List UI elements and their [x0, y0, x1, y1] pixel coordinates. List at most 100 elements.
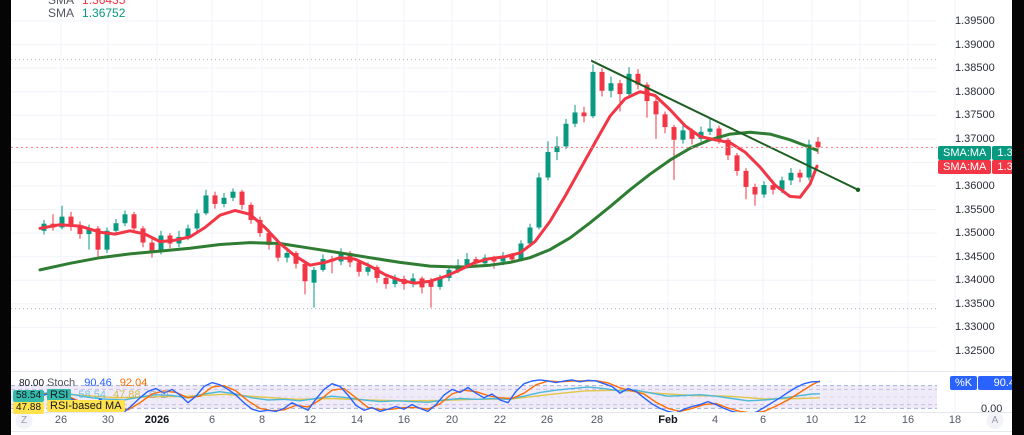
candle[interactable]: [230, 191, 236, 198]
candle[interactable]: [356, 262, 362, 272]
candle[interactable]: [527, 227, 533, 244]
candle[interactable]: [464, 259, 470, 266]
indicator-scale-rsi-ma[interactable]: 47.88: [13, 402, 45, 414]
indicator-pane[interactable]: [11, 379, 937, 414]
candle[interactable]: [86, 228, 92, 235]
candle[interactable]: [140, 228, 146, 243]
stoch-legend-row[interactable]: Stoch 90.46 92.04: [47, 377, 147, 389]
price-axis-label[interactable]: 1.34000: [955, 274, 995, 287]
candle[interactable]: [599, 71, 605, 91]
candle[interactable]: [536, 177, 542, 228]
trendline-endpoint[interactable]: [855, 187, 861, 192]
candle[interactable]: [572, 112, 578, 124]
candle[interactable]: [437, 277, 443, 287]
candle[interactable]: [545, 152, 551, 178]
candle[interactable]: [689, 130, 695, 139]
candle[interactable]: [239, 191, 245, 205]
candle[interactable]: [734, 155, 740, 171]
candle[interactable]: [680, 130, 686, 140]
candle[interactable]: [806, 144, 812, 178]
price-axis-label[interactable]: 1.35500: [955, 203, 995, 216]
rsi-ma-line[interactable]: [13, 389, 821, 402]
candle[interactable]: [59, 216, 65, 228]
candle[interactable]: [185, 228, 191, 237]
candle[interactable]: [392, 278, 398, 285]
candle[interactable]: [104, 230, 110, 250]
candle[interactable]: [158, 235, 164, 252]
candle[interactable]: [500, 255, 506, 262]
rsi-legend-row[interactable]: RSI 58.54 47.88 ∅ ∅: [47, 389, 169, 402]
candle[interactable]: [617, 83, 623, 95]
candle[interactable]: [383, 277, 389, 285]
candle[interactable]: [428, 280, 434, 287]
candle[interactable]: [815, 141, 821, 148]
candle[interactable]: [113, 223, 119, 231]
price-axis-label[interactable]: 1.34500: [955, 250, 995, 263]
price-axis-label[interactable]: 1.33500: [955, 297, 995, 310]
trendline[interactable]: [591, 60, 859, 191]
price-axis-label[interactable]: 1.38500: [955, 62, 995, 75]
candle[interactable]: [77, 226, 83, 235]
sma-slow-line[interactable]: [38, 130, 819, 272]
candle[interactable]: [554, 146, 560, 153]
candle[interactable]: [266, 233, 272, 245]
candle[interactable]: [635, 73, 641, 85]
candle[interactable]: [509, 255, 515, 260]
stoch-d-line[interactable]: [13, 380, 821, 413]
candle[interactable]: [212, 195, 218, 204]
stoch-k-line[interactable]: [13, 379, 821, 414]
candle[interactable]: [671, 127, 677, 140]
price-axis-label[interactable]: 1.35000: [955, 227, 995, 240]
candle[interactable]: [590, 71, 596, 117]
candle[interactable]: [662, 114, 668, 128]
candle[interactable]: [221, 197, 227, 204]
price-axis-label[interactable]: 1.38000: [955, 85, 995, 98]
candle[interactable]: [743, 170, 749, 187]
candle[interactable]: [770, 185, 776, 190]
candle[interactable]: [284, 252, 290, 258]
candle[interactable]: [716, 128, 722, 140]
indicator-scale-80[interactable]: 80.00: [19, 378, 45, 389]
price-axis-label[interactable]: 1.39000: [955, 38, 995, 51]
candle[interactable]: [320, 259, 326, 270]
rsi-line[interactable]: [13, 386, 821, 403]
candle[interactable]: [131, 214, 137, 229]
candle[interactable]: [95, 228, 101, 250]
candle[interactable]: [626, 73, 632, 95]
candle[interactable]: [365, 267, 371, 272]
indicator-scale-rsi[interactable]: 58.54: [13, 390, 45, 402]
candle[interactable]: [122, 214, 128, 224]
pane-separator[interactable]: [11, 371, 1012, 372]
candle[interactable]: [302, 263, 308, 282]
candle[interactable]: [68, 216, 74, 227]
candle[interactable]: [752, 186, 758, 195]
candle[interactable]: [248, 204, 254, 220]
candle[interactable]: [311, 269, 317, 283]
candle[interactable]: [608, 83, 614, 91]
candle[interactable]: [563, 123, 569, 147]
candle[interactable]: [653, 101, 659, 115]
price-axis-label[interactable]: 1.37000: [955, 132, 995, 145]
candle[interactable]: [194, 213, 200, 229]
candle[interactable]: [374, 267, 380, 278]
candle[interactable]: [257, 219, 263, 234]
price-axis-label[interactable]: 1.37500: [955, 109, 995, 122]
price-axis-label[interactable]: 1.39500: [955, 15, 995, 27]
price-axis-label[interactable]: 1.33000: [955, 321, 995, 334]
candle[interactable]: [788, 172, 794, 181]
candle[interactable]: [293, 252, 299, 264]
candle[interactable]: [797, 172, 803, 178]
candle[interactable]: [203, 195, 209, 214]
candle[interactable]: [707, 128, 713, 132]
price-axis-label[interactable]: 1.36000: [955, 179, 995, 192]
candle[interactable]: [149, 242, 155, 252]
candle[interactable]: [761, 185, 767, 195]
legend-row-sma-fast[interactable]: SMA 1.36435: [48, 0, 125, 7]
legend-row-sma-slow[interactable]: SMA 1.36752: [48, 6, 125, 20]
rsi-ma-legend-row[interactable]: RSI-based MA: [47, 400, 125, 412]
candle[interactable]: [779, 180, 785, 190]
price-axis-label[interactable]: 1.32500: [955, 344, 995, 357]
sma-fast-line[interactable]: [38, 90, 819, 285]
candle[interactable]: [275, 244, 281, 258]
